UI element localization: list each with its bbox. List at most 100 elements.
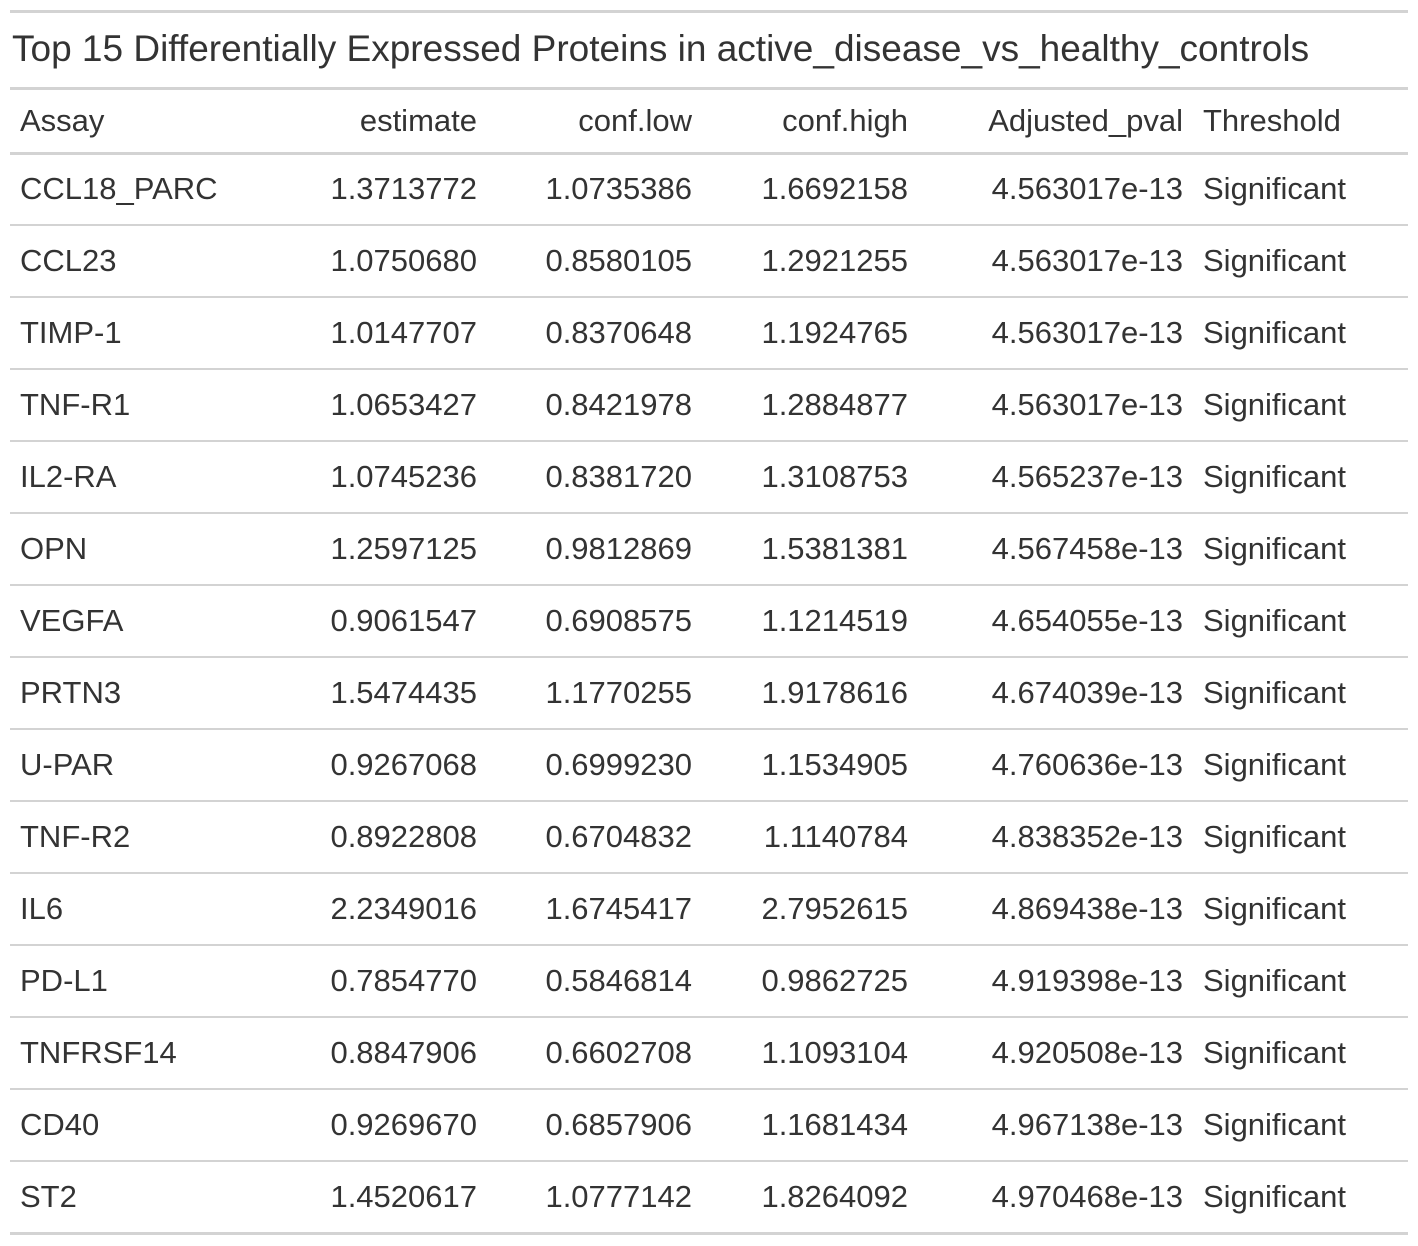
cell-assay: TNF-R2 [10,801,220,874]
cell-assay: IL2-RA [10,441,220,514]
table-row: CD40 0.9269670 0.6857906 1.1681434 4.967138e… [10,1089,1408,1162]
cell-conf-low: 0.6602708 [487,1017,702,1090]
cell-estimate: 0.9269670 [220,1089,487,1162]
cell-threshold: Significant [1193,729,1408,802]
cell-conf-low: 1.1770255 [487,657,702,730]
cell-assay: TNFRSF14 [10,1017,220,1090]
cell-adjusted-pval: 4.919398e-13 [918,945,1193,1018]
cell-assay: IL6 [10,873,220,946]
cell-conf-low: 0.8421978 [487,369,702,442]
cell-conf-high: 0.9862725 [702,945,918,1018]
cell-conf-high: 1.1214519 [702,585,918,658]
cell-conf-high: 1.6692158 [702,153,918,226]
cell-adjusted-pval: 4.970468e-13 [918,1161,1193,1235]
results-table: Assay estimate conf.low conf.high Adjust… [10,90,1408,1235]
table-row: TNF-R1 1.0653427 0.8421978 1.2884877 4.56301… [10,369,1408,442]
title-rule [10,87,1408,90]
table-row: TNFRSF14 0.8847906 0.6602708 1.1093104 4.920… [10,1017,1408,1090]
cell-conf-high: 1.9178616 [702,657,918,730]
cell-estimate: 2.2349016 [220,873,487,946]
cell-assay: VEGFA [10,585,220,658]
cell-conf-low: 0.8381720 [487,441,702,514]
cell-conf-low: 1.0777142 [487,1161,702,1235]
cell-estimate: 1.0147707 [220,297,487,370]
cell-threshold: Significant [1193,153,1408,226]
cell-estimate: 1.4520617 [220,1161,487,1235]
cell-conf-low: 1.6745417 [487,873,702,946]
cell-adjusted-pval: 4.565237e-13 [918,441,1193,514]
cell-conf-high: 1.2884877 [702,369,918,442]
cell-threshold: Significant [1193,945,1408,1018]
cell-adjusted-pval: 4.563017e-13 [918,153,1193,226]
cell-conf-high: 2.7952615 [702,873,918,946]
cell-adjusted-pval: 4.920508e-13 [918,1017,1193,1090]
column-header-conf-low: conf.low [487,90,702,155]
cell-conf-low: 0.9812869 [487,513,702,586]
cell-adjusted-pval: 4.567458e-13 [918,513,1193,586]
cell-estimate: 1.0653427 [220,369,487,442]
cell-threshold: Significant [1193,297,1408,370]
cell-conf-high: 1.8264092 [702,1161,918,1235]
cell-threshold: Significant [1193,1089,1408,1162]
table-header: Assay estimate conf.low conf.high Adjust… [10,90,1408,155]
cell-estimate: 1.0745236 [220,441,487,514]
cell-threshold: Significant [1193,513,1408,586]
cell-conf-low: 0.6857906 [487,1089,702,1162]
cell-conf-high: 1.2921255 [702,225,918,298]
cell-assay: TIMP-1 [10,297,220,370]
cell-conf-low: 0.6999230 [487,729,702,802]
cell-assay: CCL23 [10,225,220,298]
top-rule [10,10,1408,13]
cell-threshold: Significant [1193,369,1408,442]
cell-assay: CCL18_PARC [10,153,220,226]
cell-assay: ST2 [10,1161,220,1235]
cell-conf-high: 1.5381381 [702,513,918,586]
cell-adjusted-pval: 4.563017e-13 [918,225,1193,298]
cell-estimate: 1.5474435 [220,657,487,730]
cell-assay: PD-L1 [10,945,220,1018]
header-row: Assay estimate conf.low conf.high Adjust… [10,90,1408,155]
table-row: PD-L1 0.7854770 0.5846814 0.9862725 4.919398… [10,945,1408,1018]
cell-adjusted-pval: 4.869438e-13 [918,873,1193,946]
cell-estimate: 0.8847906 [220,1017,487,1090]
table-row: IL2-RA 1.0745236 0.8381720 1.3108753 4.56523… [10,441,1408,514]
cell-adjusted-pval: 4.760636e-13 [918,729,1193,802]
cell-conf-high: 1.3108753 [702,441,918,514]
cell-conf-high: 1.1681434 [702,1089,918,1162]
table-title: Top 15 Differentially Expressed Proteins… [12,28,1310,69]
table-row: TNF-R2 0.8922808 0.6704832 1.1140784 4.83835… [10,801,1408,874]
cell-estimate: 1.0750680 [220,225,487,298]
cell-estimate: 0.9061547 [220,585,487,658]
column-header-threshold: Threshold [1193,90,1408,155]
cell-conf-high: 1.1093104 [702,1017,918,1090]
cell-adjusted-pval: 4.838352e-13 [918,801,1193,874]
cell-estimate: 1.3713772 [220,153,487,226]
table-row: PRTN3 1.5474435 1.1770255 1.9178616 4.674039… [10,657,1408,730]
cell-estimate: 1.2597125 [220,513,487,586]
table-row: CCL23 1.0750680 0.8580105 1.2921255 4.563017… [10,225,1408,298]
table-row: ST2 1.4520617 1.0777142 1.8264092 4.970468e-… [10,1161,1408,1235]
table-row: VEGFA 0.9061547 0.6908575 1.1214519 4.654055… [10,585,1408,658]
cell-conf-low: 0.6908575 [487,585,702,658]
column-header-assay: Assay [10,90,220,155]
cell-assay: PRTN3 [10,657,220,730]
cell-adjusted-pval: 4.563017e-13 [918,297,1193,370]
results-table-container: Top 15 Differentially Expressed Proteins… [10,10,1408,1235]
cell-adjusted-pval: 4.654055e-13 [918,585,1193,658]
cell-assay: U-PAR [10,729,220,802]
column-header-estimate: estimate [220,90,487,155]
table-row: TIMP-1 1.0147707 0.8370648 1.1924765 4.56301… [10,297,1408,370]
cell-threshold: Significant [1193,873,1408,946]
table-row: CCL18_PARC 1.3713772 1.0735386 1.6692158 4.5… [10,153,1408,226]
cell-conf-low: 0.5846814 [487,945,702,1018]
cell-threshold: Significant [1193,1161,1408,1235]
cell-estimate: 0.9267068 [220,729,487,802]
column-header-adjusted-pval: Adjusted_pval [918,90,1193,155]
table-row: OPN 1.2597125 0.9812869 1.5381381 4.567458e-… [10,513,1408,586]
cell-estimate: 0.7854770 [220,945,487,1018]
cell-assay: TNF-R1 [10,369,220,442]
cell-adjusted-pval: 4.563017e-13 [918,369,1193,442]
cell-threshold: Significant [1193,1017,1408,1090]
cell-threshold: Significant [1193,657,1408,730]
column-header-conf-high: conf.high [702,90,918,155]
